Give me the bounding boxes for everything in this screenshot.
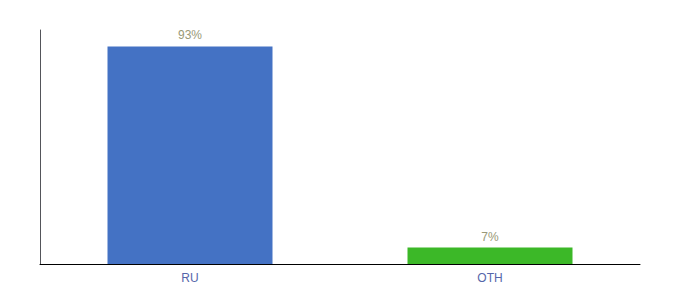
svg-text:OTH: OTH [477, 271, 502, 285]
svg-text:RU: RU [181, 271, 198, 285]
svg-text:93%: 93% [178, 28, 202, 42]
svg-text:7%: 7% [481, 230, 499, 244]
